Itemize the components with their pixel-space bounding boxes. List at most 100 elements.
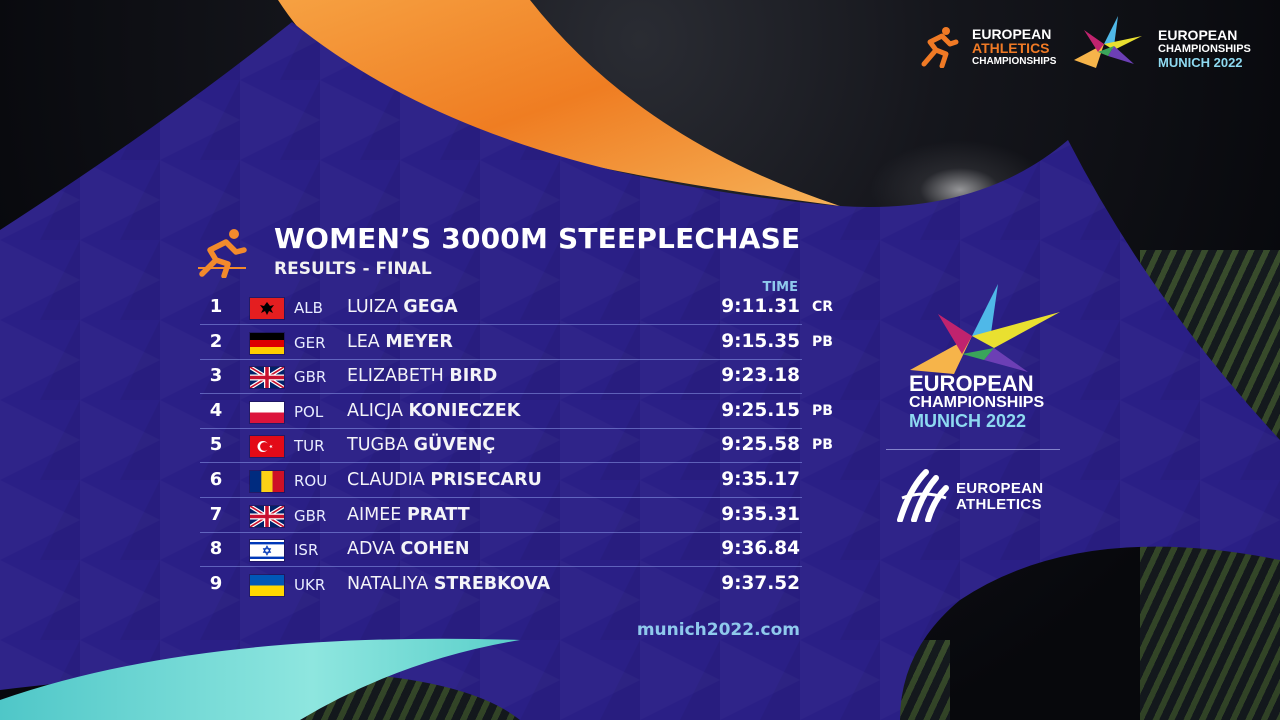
great-britain-flag-icon: [250, 505, 284, 527]
side-logo-line-3: MUNICH 2022: [909, 411, 1027, 431]
athlete-name: NATALIYA STREBKOVA: [347, 574, 550, 594]
european-championships-side-logo: EUROPEAN CHAMPIONSHIPS MUNICH 2022: [909, 373, 1045, 431]
athlete-name: CLAUDIA PRISECARU: [347, 470, 542, 490]
athlete-first-name: ALICJA: [347, 400, 403, 421]
record-badge: PB: [812, 402, 833, 419]
finish-time: 9:35.17: [721, 469, 800, 490]
rank: 5: [209, 434, 223, 456]
athlete-first-name: AIMEE: [347, 504, 402, 525]
european-championships-logo: EUROPEAN CHAMPIONSHIPS MUNICH 2022: [1074, 16, 1254, 72]
athlete-name: ADVA COHEN: [347, 539, 470, 559]
rank: 9: [209, 572, 223, 594]
record-badge: CR: [812, 299, 834, 315]
result-row: 6 ROU CLAUDIA PRISECARU 9:35.17: [200, 463, 802, 498]
israel-flag-icon: [250, 540, 284, 562]
ea-logo-line-1: EUROPEAN: [956, 480, 1044, 497]
finish-time: 9:35.31: [721, 503, 800, 525]
event-title: WOMEN’S 3000M STEEPLECHASE: [274, 222, 801, 255]
ec-logo-line-1: EUROPEAN: [1158, 27, 1238, 43]
eac-logo-line-3: CHAMPIONSHIPS: [972, 56, 1057, 67]
website-label: munich2022.com: [636, 620, 800, 640]
european-athletics-icon: [897, 469, 949, 522]
finish-time: 9:37.52: [721, 572, 800, 594]
ec-logo-line-2: CHAMPIONSHIPS: [1158, 43, 1251, 55]
athlete-last-name: STREBKOVA: [433, 573, 551, 594]
finish-time: 9:25.15: [721, 399, 800, 421]
athlete-first-name: ADVA: [347, 539, 395, 560]
time-column-header: TIME: [762, 280, 798, 295]
record-badge: PB: [812, 437, 833, 454]
result-row: 2 GER LEA MEYER 9:15.35 PB: [200, 325, 833, 360]
athlete-last-name: BIRD: [449, 366, 498, 387]
athlete-last-name: COHEN: [400, 539, 470, 560]
turkey-flag-icon: [250, 436, 284, 458]
eac-logo-line-2: ATHLETICS: [972, 40, 1050, 56]
finish-time: 9:15.35: [721, 330, 800, 352]
finish-time: 9:25.58: [721, 434, 800, 456]
ec-logo-line-3: MUNICH 2022: [1158, 55, 1243, 70]
side-panel-divider: [886, 449, 1060, 450]
great-britain-flag-icon: [250, 367, 284, 389]
nationality-code: ALB: [294, 299, 323, 317]
athlete-name: ALICJA KONIECZEK: [347, 401, 520, 421]
athlete-first-name: ELIZABETH: [347, 366, 444, 387]
nationality-code: TUR: [294, 437, 325, 456]
orange-wave: [278, 0, 840, 206]
record-badge: PB: [812, 333, 833, 350]
rank: 1: [209, 296, 223, 317]
european-athletics-championships-logo: EUROPEAN ATHLETICS CHAMPIONSHIPS: [916, 20, 1066, 72]
athlete-last-name: PRISECARU: [430, 470, 542, 490]
european-championships-star-icon: [910, 284, 1060, 374]
athlete-first-name: LUIZA: [347, 297, 398, 317]
result-row: 4 POL ALICJA KONIECZEK 9:25.15 PB: [200, 394, 833, 429]
result-row: 7 GBR AIMEE PRATT 9:35.31: [200, 498, 802, 533]
finish-time: 9:23.18: [721, 365, 800, 387]
result-row: 5 TUR TUGBA GÜVENÇ 9:25.58 PB: [200, 428, 833, 464]
rank: 3: [209, 365, 223, 387]
athlete-last-name: MEYER: [385, 331, 453, 352]
albania-flag-icon: [250, 298, 284, 319]
rank: 4: [209, 399, 223, 421]
finish-time: 9:11.31: [721, 296, 800, 317]
nationality-code: GBR: [294, 368, 327, 387]
nationality-code: POL: [294, 402, 324, 421]
athlete-first-name: NATALIYA: [347, 573, 429, 594]
rank: 2: [209, 330, 223, 352]
steeplechase-runner-icon: [198, 229, 247, 278]
result-row: 1 ALB LUIZA GEGA 9:11.31 CR: [200, 290, 833, 325]
athlete-last-name: KONIECZEK: [408, 400, 521, 421]
nationality-code: ISR: [294, 541, 319, 560]
poland-flag-icon: [250, 401, 284, 423]
rank: 7: [209, 503, 223, 525]
european-athletics-logo: EUROPEAN ATHLETICS: [896, 466, 1066, 526]
athlete-last-name: GEGA: [403, 297, 458, 317]
event-subtitle: RESULTS - FINAL: [274, 259, 432, 279]
teal-wave: [0, 638, 520, 720]
athlete-name: ELIZABETH BIRD: [347, 366, 497, 386]
athlete-name: LEA MEYER: [347, 332, 453, 352]
side-logo-line-2: CHAMPIONSHIPS: [909, 394, 1045, 411]
nationality-code: UKR: [294, 575, 326, 594]
nationality-code: GER: [294, 333, 326, 352]
result-row: 8 ISR ADVA COHEN 9:36.84: [200, 532, 802, 568]
athlete-name: TUGBA GÜVENÇ: [347, 435, 495, 455]
nationality-code: GBR: [294, 506, 327, 525]
athlete-first-name: CLAUDIA: [347, 470, 425, 490]
romania-flag-icon: [250, 471, 284, 492]
germany-flag-icon: [250, 332, 284, 354]
runner-icon: [921, 27, 959, 68]
star-icon: [1074, 16, 1142, 68]
athlete-name: AIMEE PRATT: [347, 505, 470, 525]
nationality-code: ROU: [294, 472, 328, 490]
athlete-first-name: TUGBA: [347, 435, 409, 456]
athlete-name: LUIZA GEGA: [347, 297, 458, 317]
finish-time: 9:36.84: [721, 538, 800, 560]
result-row: 9 UKR NATALIYA STREBKOVA 9:37.52: [200, 567, 802, 601]
athlete-last-name: GÜVENÇ: [413, 435, 496, 456]
ea-logo-line-2: ATHLETICS: [956, 496, 1042, 513]
rank: 8: [209, 538, 223, 560]
ukraine-flag-icon: [250, 574, 284, 596]
result-row: 3 GBR ELIZABETH BIRD 9:23.18: [200, 359, 802, 395]
